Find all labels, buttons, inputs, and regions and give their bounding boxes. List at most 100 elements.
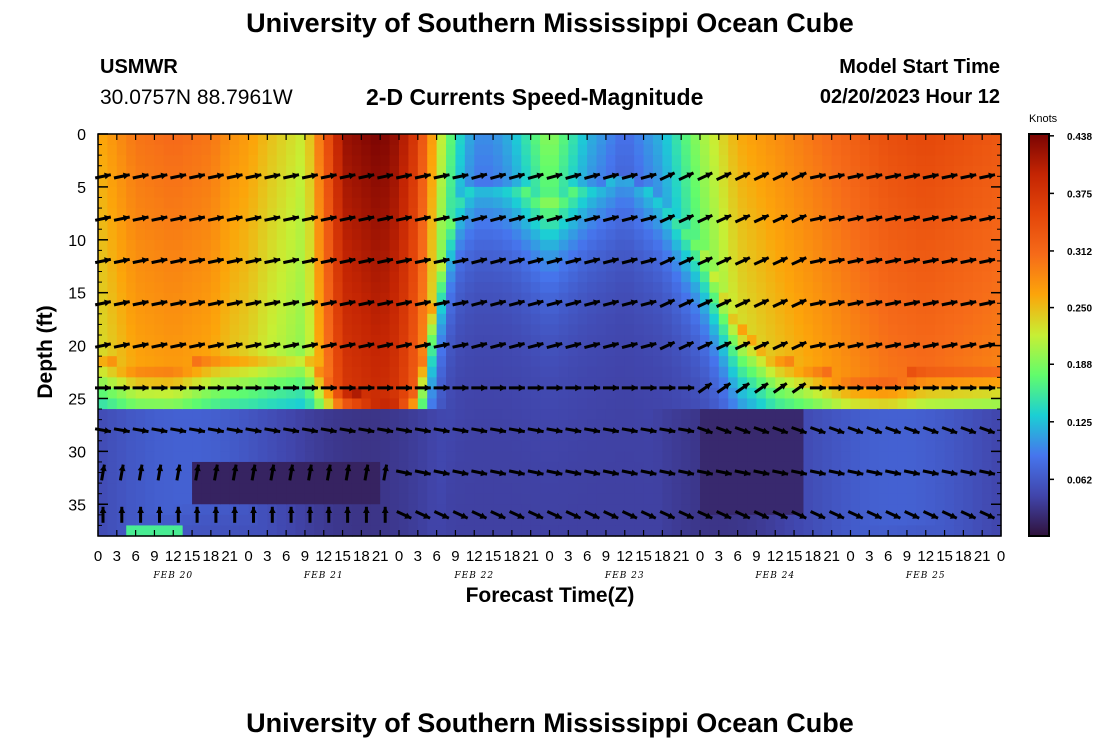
arrow-head	[217, 341, 224, 349]
current-arrow	[753, 256, 770, 266]
heat-cell	[446, 271, 457, 283]
heat-cell	[888, 218, 899, 230]
heat-cell	[662, 324, 673, 336]
heat-cell	[370, 356, 381, 368]
heat-cell	[615, 271, 626, 283]
heat-cell	[756, 483, 767, 495]
heat-cell	[577, 483, 588, 495]
heat-cell	[652, 504, 663, 516]
current-arrow	[170, 257, 187, 265]
heat-cell	[464, 313, 475, 326]
heat-cell	[775, 218, 786, 230]
heat-cell	[953, 345, 964, 357]
heat-cell	[888, 472, 899, 484]
heat-cell	[511, 324, 522, 336]
heat-cell	[135, 155, 146, 167]
heat-cell	[295, 483, 306, 495]
current-arrow	[659, 469, 676, 477]
heat-cell	[323, 387, 334, 400]
heat-cell	[145, 250, 156, 262]
heat-cell	[220, 345, 231, 357]
heat-cell	[248, 335, 259, 347]
heat-cell	[267, 271, 278, 283]
y-tick-label: 35	[68, 497, 86, 514]
heat-cell	[737, 303, 748, 315]
heat-cell	[248, 282, 259, 294]
arrow-head	[687, 469, 694, 477]
heat-cell	[549, 525, 560, 537]
heat-cell	[906, 218, 917, 230]
arrow-head	[742, 383, 750, 390]
current-arrow	[903, 257, 921, 265]
heat-cell	[953, 377, 964, 389]
heat-cell	[540, 303, 551, 315]
heat-cell	[671, 461, 682, 474]
heat-cell	[963, 356, 974, 368]
heat-cell	[878, 260, 889, 273]
heat-cell	[841, 208, 852, 220]
heat-cell	[408, 218, 419, 230]
heat-cell	[784, 197, 795, 209]
heat-cell	[587, 483, 598, 495]
heat-cell	[417, 176, 428, 188]
heat-cell	[963, 430, 974, 442]
heat-cell	[718, 461, 729, 474]
current-arrow	[621, 469, 638, 477]
heat-cell	[624, 493, 635, 505]
arrow-head	[273, 257, 281, 264]
heat-cell	[145, 229, 156, 241]
heat-cell	[897, 176, 908, 188]
heat-cell	[474, 366, 485, 378]
arrow-head	[761, 512, 769, 519]
heat-cell	[502, 186, 513, 199]
arrow-head	[518, 469, 525, 477]
heat-cell	[671, 504, 682, 516]
heat-cell	[126, 292, 137, 304]
heat-cell	[662, 387, 673, 400]
heat-cell	[474, 134, 485, 146]
heat-cell	[671, 260, 682, 273]
current-arrow	[546, 341, 563, 350]
heat-cell	[257, 134, 268, 146]
arrow-head	[894, 172, 901, 180]
heat-cell	[192, 366, 203, 378]
heat-cell	[511, 134, 522, 146]
heat-cell	[615, 451, 626, 463]
heat-cell	[389, 504, 400, 516]
heat-cell	[737, 493, 748, 505]
heat-cell	[596, 324, 607, 336]
heat-cell	[812, 208, 823, 220]
heat-cell	[474, 472, 485, 484]
heat-cell	[455, 239, 466, 251]
arrow-head	[156, 506, 163, 513]
heat-cell	[982, 409, 993, 421]
heat-cell	[342, 440, 353, 452]
heat-cell	[587, 525, 598, 537]
heat-cell	[784, 430, 795, 442]
heat-cell	[446, 313, 457, 326]
heat-cell	[841, 324, 852, 336]
current-arrow	[866, 469, 883, 477]
arrow-head	[667, 214, 675, 221]
arrow-head	[160, 172, 168, 180]
heat-cell	[408, 398, 419, 410]
arrow-head	[348, 341, 356, 349]
heat-cell	[587, 451, 598, 463]
heat-cell	[718, 335, 729, 347]
arrow-head	[231, 464, 239, 472]
heat-cell	[803, 324, 814, 336]
heat-cell	[116, 176, 127, 188]
arrow-head	[348, 427, 356, 434]
heat-cell	[775, 451, 786, 463]
heat-cell	[323, 271, 334, 283]
current-arrow	[903, 469, 921, 477]
heat-cell	[577, 324, 588, 336]
heat-cell	[248, 451, 259, 463]
heat-cell	[154, 493, 165, 505]
heat-cell	[436, 165, 447, 177]
heat-cell	[709, 493, 720, 505]
heat-cell	[173, 303, 184, 315]
heat-cell	[587, 313, 598, 326]
heat-cell	[464, 377, 475, 389]
heat-cell	[333, 440, 344, 452]
